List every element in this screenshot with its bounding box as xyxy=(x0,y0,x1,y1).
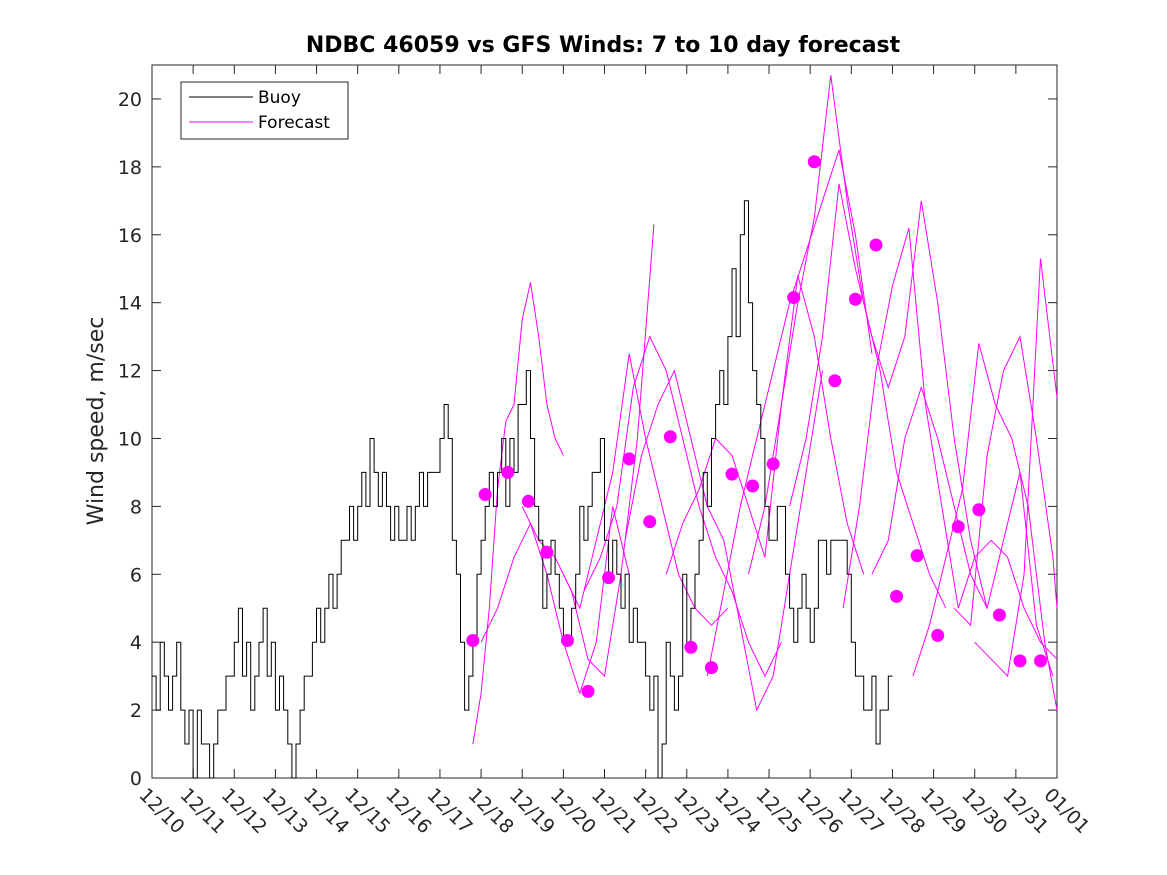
forecast-marker xyxy=(540,545,554,559)
y-axis: 0 2 4 6 8 10 12 14 16 18 20 xyxy=(118,89,1057,790)
legend-label-forecast: Forecast xyxy=(258,113,330,133)
forecast-line xyxy=(912,343,1058,711)
forecast-marker xyxy=(746,479,760,493)
forecast-marker xyxy=(478,487,492,501)
forecast-marker xyxy=(622,452,636,466)
forecast-marker xyxy=(869,238,883,252)
y-tick-label: 14 xyxy=(118,293,142,315)
y-tick-label: 12 xyxy=(118,361,142,383)
plot-area xyxy=(151,64,1058,779)
y-tick-label: 20 xyxy=(118,89,142,111)
y-axis-label: Wind speed, m/sec xyxy=(84,317,109,526)
forecast-line xyxy=(583,335,782,678)
y-tick-label: 6 xyxy=(130,564,142,586)
y-tick-label: 18 xyxy=(118,157,142,179)
series-layer xyxy=(152,75,1058,779)
y-tick-label: 0 xyxy=(130,768,142,790)
forecast-markers xyxy=(466,155,1048,698)
forecast-line xyxy=(871,385,1054,677)
forecast-marker xyxy=(466,633,480,647)
forecast-marker xyxy=(848,292,862,306)
buoy-line xyxy=(152,200,893,779)
forecast-marker xyxy=(890,589,904,603)
forecast-marker xyxy=(807,155,821,169)
y-tick-label: 10 xyxy=(118,428,142,450)
legend-box xyxy=(180,81,349,140)
forecast-line xyxy=(748,75,947,609)
forecast-marker xyxy=(828,374,842,388)
y-tick-label: 4 xyxy=(130,632,142,654)
forecast-marker xyxy=(910,549,924,563)
forecast-marker xyxy=(501,465,515,479)
y-tick-label: 16 xyxy=(118,225,142,247)
forecast-line xyxy=(842,227,1058,660)
forecast-marker xyxy=(725,467,739,481)
legend: Buoy Forecast xyxy=(180,81,349,140)
forecast-marker xyxy=(602,571,616,585)
forecast-line xyxy=(953,334,1058,627)
forecast-marker xyxy=(560,633,574,647)
forecast-line xyxy=(974,258,1058,678)
forecast-marker xyxy=(766,457,780,471)
forecast-marker xyxy=(992,608,1006,622)
forecast-marker xyxy=(663,430,677,444)
y-tick-label: 2 xyxy=(130,700,142,722)
forecast-marker xyxy=(643,515,657,529)
forecast-marker xyxy=(951,520,965,534)
forecast-line xyxy=(789,183,988,609)
forecast-line xyxy=(472,282,564,745)
forecast-line xyxy=(562,353,729,626)
chart-title: NDBC 46059 vs GFS Winds: 7 to 10 day for… xyxy=(306,33,901,58)
forecast-marker xyxy=(787,291,801,305)
forecast-marker xyxy=(581,684,595,698)
forecast-marker xyxy=(931,628,945,642)
legend-label-buoy: Buoy xyxy=(258,88,301,108)
forecast-marker xyxy=(704,661,718,675)
forecast-marker xyxy=(1034,654,1048,668)
forecast-marker xyxy=(521,494,535,508)
forecast-marker xyxy=(1013,654,1027,668)
forecast-marker xyxy=(684,640,698,654)
forecast-marker xyxy=(972,503,986,517)
forecast-line xyxy=(521,224,655,678)
y-tick-label: 8 xyxy=(130,496,142,518)
forecast-line xyxy=(665,275,865,575)
